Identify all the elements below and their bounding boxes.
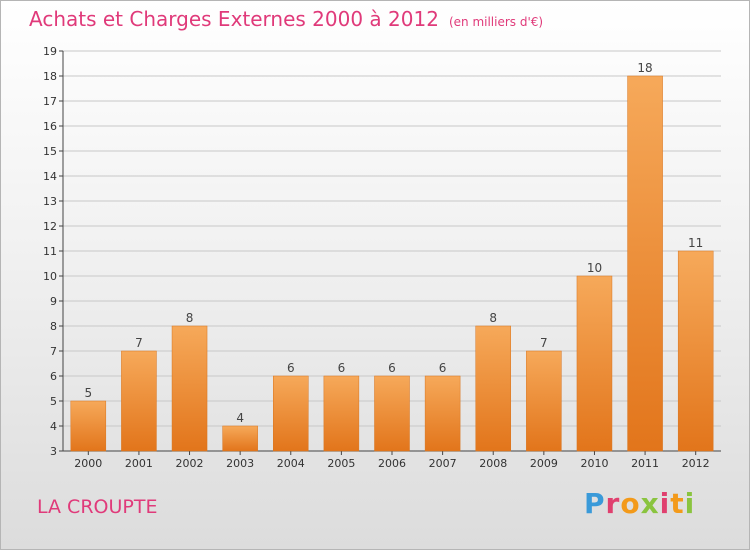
- x-tick-label: 2004: [277, 457, 305, 470]
- bar-2005: [323, 375, 360, 452]
- logo-letter: P: [584, 487, 606, 520]
- data-label: 4: [236, 411, 244, 425]
- y-tick-label: 18: [43, 70, 57, 83]
- y-tick-label: 16: [43, 120, 57, 133]
- bar-2001: [121, 350, 157, 452]
- bar-2009: [526, 350, 562, 452]
- bar-2002: [171, 325, 208, 452]
- y-tick-label: 9: [50, 295, 57, 308]
- y-tick-label: 4: [50, 420, 57, 433]
- logo-letter: i: [684, 487, 696, 520]
- title-text: Achats et Charges Externes 2000 à 2012: [29, 7, 439, 31]
- y-tick-label: 13: [43, 195, 57, 208]
- data-label: 7: [540, 336, 548, 350]
- data-label: 18: [637, 61, 652, 75]
- data-label: 10: [587, 261, 602, 275]
- proxiti-logo[interactable]: Proxiti: [584, 487, 695, 520]
- y-tick-label: 5: [50, 395, 57, 408]
- chart-title: Achats et Charges Externes 2000 à 2012 (e…: [29, 7, 543, 31]
- x-tick-label: 2000: [74, 457, 102, 470]
- bar-2006: [374, 375, 410, 452]
- y-tick-label: 8: [50, 320, 57, 333]
- y-tick-label: 10: [43, 270, 57, 283]
- y-tick-label: 15: [43, 145, 57, 158]
- x-tick-label: 2003: [226, 457, 254, 470]
- chart-subtitle: (en milliers d'€): [448, 15, 544, 29]
- y-tick-label: 12: [43, 220, 57, 233]
- y-tick-label: 7: [50, 345, 57, 358]
- y-tick-label: 17: [43, 95, 57, 108]
- x-tick-label: 2002: [176, 457, 204, 470]
- y-tick-label: 11: [43, 245, 57, 258]
- bar-2007: [424, 375, 461, 452]
- bar-2000: [70, 400, 107, 452]
- data-label: 6: [287, 361, 295, 375]
- logo-letter: i: [659, 487, 671, 520]
- labels: 2000 5 2001 7 2002 8 2003 4 2004 6 2005 6 2006 6 2007 6…: [74, 61, 709, 470]
- x-tick-label: 2009: [530, 457, 558, 470]
- data-label: 8: [186, 311, 194, 325]
- data-label: 5: [84, 386, 92, 400]
- y-tick-label: 3: [50, 445, 57, 458]
- data-label: 6: [338, 361, 346, 375]
- bar-2008: [475, 325, 511, 452]
- logo-letter: r: [605, 487, 621, 520]
- x-tick-label: 2012: [682, 457, 710, 470]
- bar-2010: [576, 275, 613, 452]
- x-tick-label: 2007: [429, 457, 457, 470]
- bars: [70, 75, 714, 452]
- bar-2012: [677, 250, 714, 452]
- x-tick-label: 2011: [631, 457, 659, 470]
- x-tick-label: 2005: [327, 457, 355, 470]
- logo-letter: x: [640, 487, 660, 520]
- logo-letter: t: [670, 487, 685, 520]
- bar-2011: [627, 75, 663, 452]
- logo-letter: o: [620, 487, 641, 520]
- data-label: 6: [439, 361, 447, 375]
- data-label: 11: [688, 236, 703, 250]
- y-tick-label: 14: [43, 170, 57, 183]
- y-tick-label: 19: [43, 45, 57, 58]
- bar-2003: [222, 425, 258, 452]
- y-tick-label: 6: [50, 370, 57, 383]
- x-tick-label: 2006: [378, 457, 406, 470]
- data-label: 7: [135, 336, 143, 350]
- data-label: 8: [489, 311, 497, 325]
- x-tick-label: 2001: [125, 457, 153, 470]
- x-tick-label: 2010: [580, 457, 608, 470]
- x-tick-label: 2008: [479, 457, 507, 470]
- place-name: LA CROUPTE: [37, 496, 158, 518]
- bar-2004: [273, 375, 309, 452]
- data-label: 6: [388, 361, 396, 375]
